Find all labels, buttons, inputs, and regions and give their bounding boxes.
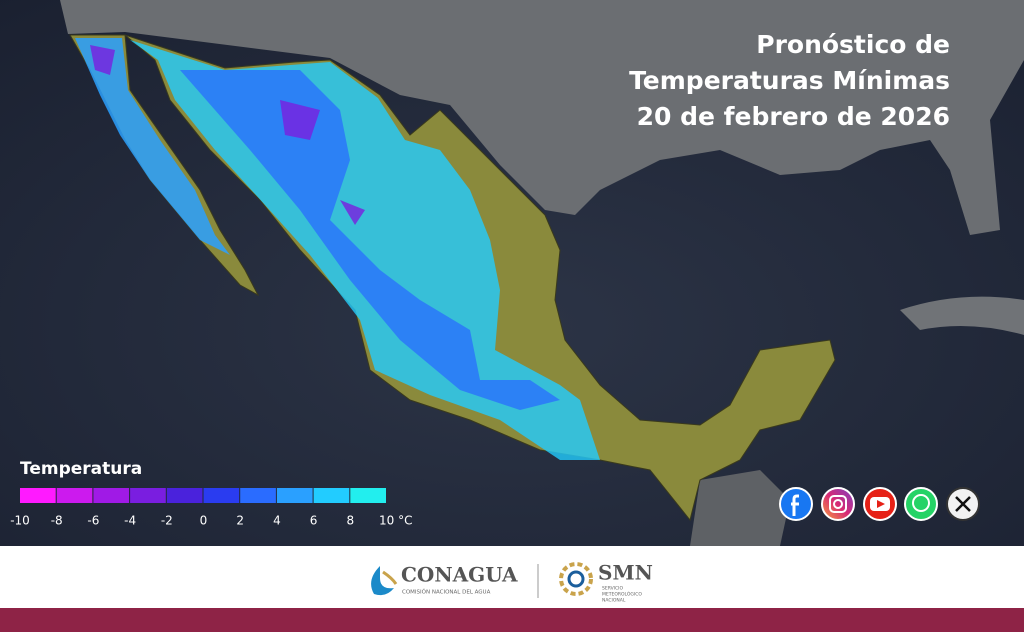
legend-label: 2 — [236, 514, 244, 528]
smn-subtitle: METEOROLÓGICO — [602, 591, 642, 598]
title-line: Temperaturas Mínimas — [629, 66, 950, 95]
conagua-subtitle: COMISIÓN NACIONAL DEL AGUA — [402, 589, 491, 596]
youtube-glyph — [877, 500, 885, 508]
legend-label: -8 — [51, 514, 63, 528]
legend-swatch — [240, 488, 276, 503]
temp-area — [90, 45, 365, 225]
legend-swatch — [276, 488, 313, 503]
legend-title: Temperatura — [20, 459, 142, 479]
whatsapp-glyph — [912, 494, 930, 512]
conagua-logo — [371, 566, 394, 596]
x-glyph — [955, 496, 971, 512]
legend-label: 4 — [273, 514, 281, 528]
legend-label: -2 — [161, 514, 173, 528]
temp-area — [75, 38, 230, 255]
legend-swatch — [56, 488, 93, 503]
smn-subtitle: NACIONAL — [602, 598, 626, 604]
legend-label: 10 °C — [379, 514, 412, 528]
instagram-glyph — [833, 499, 843, 509]
legend-label: 8 — [346, 514, 354, 528]
legend-label: -6 — [87, 514, 99, 528]
legend-swatch — [166, 488, 203, 503]
land-north — [60, 0, 1024, 235]
footer — [0, 546, 1024, 608]
title-line: 20 de febrero de 2026 — [637, 102, 950, 131]
conagua-logo — [382, 570, 398, 585]
land-central-america — [690, 470, 790, 546]
conagua-name: CONAGUA — [401, 563, 518, 587]
smn-logo — [567, 570, 585, 588]
instagram-glyph — [829, 495, 847, 513]
legend-swatch — [130, 488, 166, 503]
smn-logo — [559, 562, 593, 596]
smn-subtitle: SERVICIO — [602, 586, 623, 592]
land-cuba — [900, 296, 1024, 335]
legend-label: -4 — [124, 514, 136, 528]
smn-name: SMN — [598, 561, 653, 585]
legend-label: -10 — [10, 514, 30, 528]
legend-swatch — [313, 488, 350, 503]
instagram-icon[interactable] — [821, 487, 855, 521]
title-line: Pronóstico de — [756, 30, 950, 59]
legend-swatch — [203, 488, 240, 503]
footer-bar — [0, 608, 1024, 632]
legend-swatch — [20, 488, 56, 503]
legend-swatch — [93, 488, 130, 503]
legend-label: 6 — [310, 514, 318, 528]
temp-area — [180, 70, 560, 410]
whatsapp-icon[interactable] — [904, 487, 938, 521]
social-icons — [779, 487, 980, 521]
legend: -10 -8 -6 -4 -2 0 2 4 6 8 10 °C — [10, 488, 412, 528]
legend-label: 0 — [200, 514, 208, 528]
facebook-glyph — [791, 494, 799, 516]
legend-swatch — [350, 488, 386, 503]
